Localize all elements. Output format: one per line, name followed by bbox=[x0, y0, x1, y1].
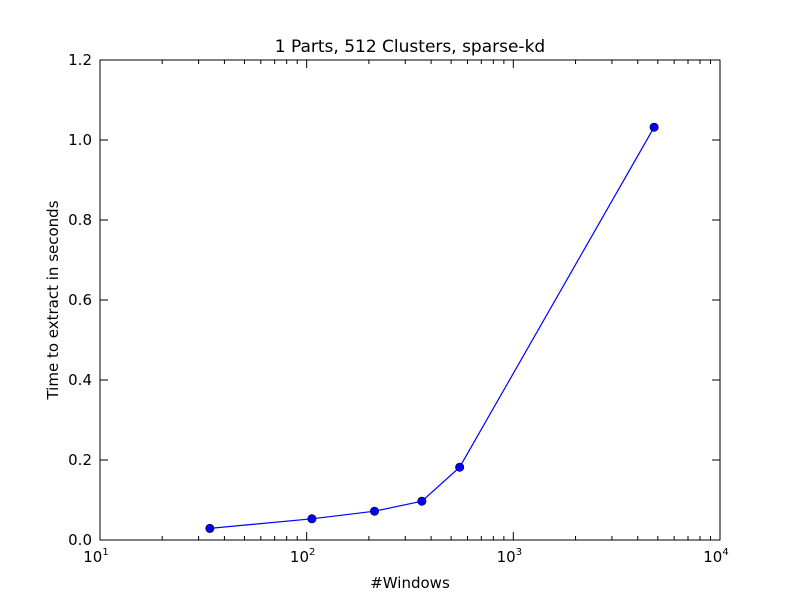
x-tick-label-base: 10 bbox=[497, 548, 516, 566]
x-tick-label-base: 10 bbox=[290, 548, 309, 566]
series-layer bbox=[205, 122, 659, 533]
x-tick-label: 104 bbox=[703, 547, 728, 566]
data-point bbox=[649, 122, 659, 132]
data-point bbox=[455, 462, 465, 472]
y-tick-label: 0.4 bbox=[68, 371, 92, 389]
series-line bbox=[209, 126, 655, 529]
x-tick-label-base: 10 bbox=[83, 548, 102, 566]
data-point bbox=[307, 514, 317, 524]
y-tick-label: 0.0 bbox=[68, 531, 92, 549]
y-tick-label: 0.6 bbox=[68, 291, 92, 309]
x-tick-label: 103 bbox=[497, 547, 522, 566]
y-tick-label: 0.8 bbox=[68, 211, 92, 229]
x-tick-label: 101 bbox=[83, 547, 108, 566]
chart-title: 1 Parts, 512 Clusters, sparse-kd bbox=[275, 37, 545, 57]
x-tick-label-exponent: 1 bbox=[102, 547, 108, 558]
x-tick-label-exponent: 3 bbox=[516, 547, 522, 558]
x-axis-label: #Windows bbox=[370, 574, 450, 592]
y-tick-label: 0.2 bbox=[68, 451, 92, 469]
y-tick-label: 1.0 bbox=[68, 131, 92, 149]
x-tick-label-exponent: 2 bbox=[309, 547, 315, 558]
data-point bbox=[417, 496, 427, 506]
x-tick-label: 102 bbox=[290, 547, 315, 566]
data-point bbox=[205, 523, 215, 533]
data-point bbox=[370, 506, 380, 516]
y-axis-label: Time to extract in seconds bbox=[44, 200, 62, 400]
x-tick-label-base: 10 bbox=[703, 548, 722, 566]
x-tick-label-exponent: 4 bbox=[722, 547, 728, 558]
plot-frame bbox=[99, 59, 721, 541]
y-tick-label: 1.2 bbox=[68, 51, 92, 69]
